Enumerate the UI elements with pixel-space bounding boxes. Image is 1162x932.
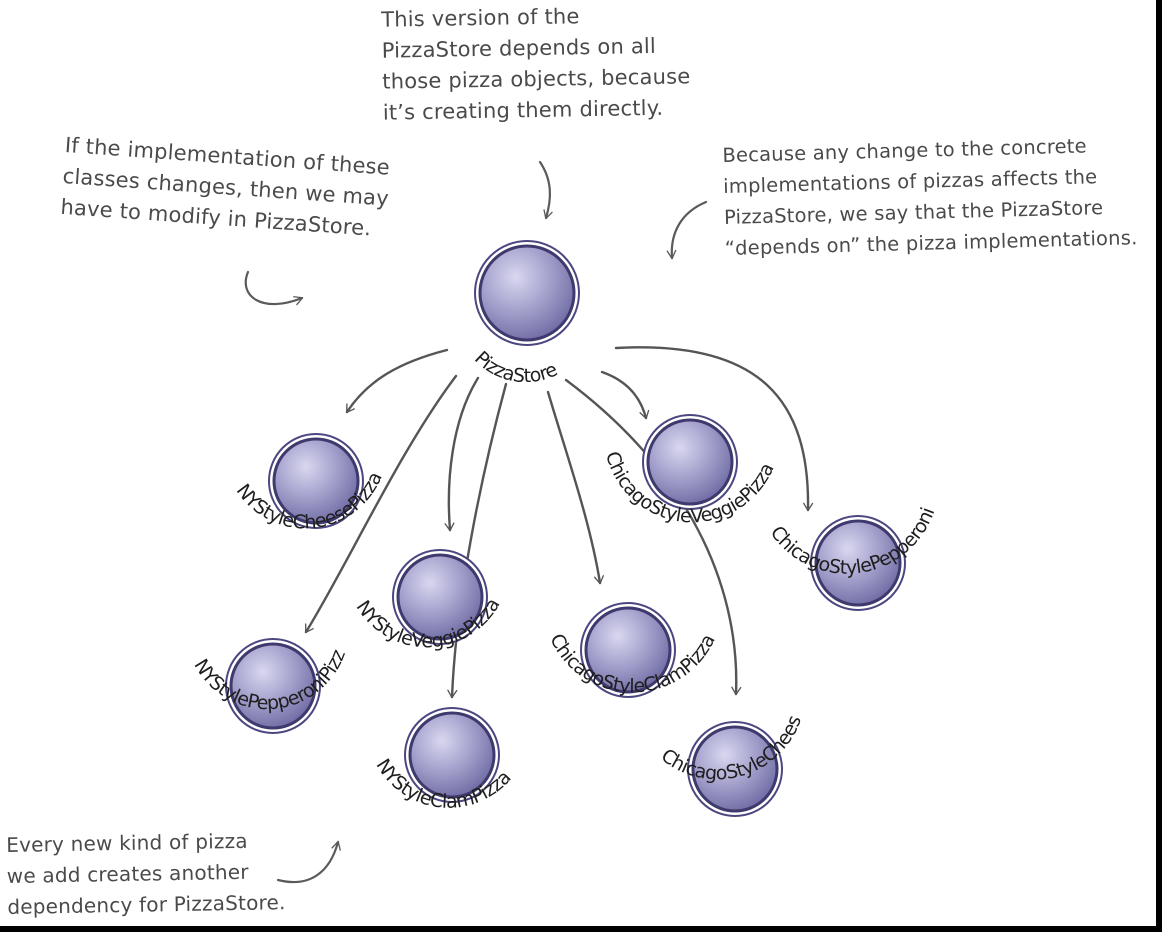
- bottom-annotation-line: dependency for PizzaStore.: [7, 890, 286, 919]
- bottom-note-arrow: [276, 840, 341, 884]
- right-note-arrow: [666, 200, 708, 260]
- top-annotation-line: it’s creating them directly.: [382, 95, 664, 125]
- right-annotation: Because any change to the concrete imple…: [722, 129, 1138, 264]
- ny-cheese-ball: [272, 437, 360, 525]
- chicago-clam-ball: [584, 606, 672, 694]
- edge-chicago-pepperoni: [614, 346, 814, 512]
- ny-veggie-ball: [396, 553, 484, 641]
- edge-chicago-cheese: [564, 378, 742, 696]
- pizza-store-ball: [478, 244, 576, 342]
- node-ny-veggie-pizza: NYStyleVeggiePizza: [352, 549, 505, 653]
- edge-ny-clam: [447, 382, 508, 699]
- node-ny-clam-pizza: NYStyleClamPizza: [372, 707, 516, 813]
- node-pizza-store: PizzaStore: [470, 240, 580, 387]
- edge-ny-veggie: [444, 376, 480, 532]
- node-chicago-clam-pizza: ChicagoStyleClamPizza: [545, 602, 720, 698]
- ny-pepperoni-label: NYStylePepperoniPizza: [0, 0, 350, 714]
- edge-chicago-veggie: [600, 370, 650, 420]
- bottom-annotation-line: we add creates another: [6, 859, 249, 888]
- dependency-edges: [304, 346, 814, 699]
- bottom-annotation: Every new kind of pizza we add creates a…: [6, 825, 286, 923]
- right-frame-edge: [1156, 0, 1162, 932]
- top-annotation: This version of the PizzaStore depends o…: [381, 0, 691, 129]
- bottom-annotation-line: Every new kind of pizza: [6, 828, 248, 857]
- node-chicago-veggie-pizza: ChicagoStyleVeggiePizza: [601, 414, 779, 527]
- node-ny-cheese-pizza: NYStyleCheesePizza: [232, 433, 387, 534]
- top-note-arrow: [538, 160, 553, 220]
- ny-clam-ball: [408, 711, 496, 799]
- chicago-veggie-ball: [646, 418, 734, 506]
- bottom-frame-edge: [0, 926, 1162, 932]
- pizza-store-label: PizzaStore: [470, 347, 560, 387]
- ny-pepperoni-ball: [229, 642, 317, 730]
- edge-ny-pepperoni: [304, 374, 458, 634]
- chicago-pepperoni-ball: [814, 519, 902, 607]
- annotation-arrows: [244, 160, 708, 884]
- left-note-arrow: [244, 270, 304, 306]
- node-ny-pepperoni-pizza: NYStylePepperoniPizza: [0, 0, 351, 734]
- edge-ny-cheese: [345, 348, 449, 414]
- chicago-cheese-ball: [691, 725, 779, 813]
- edge-chicago-clam: [546, 390, 604, 585]
